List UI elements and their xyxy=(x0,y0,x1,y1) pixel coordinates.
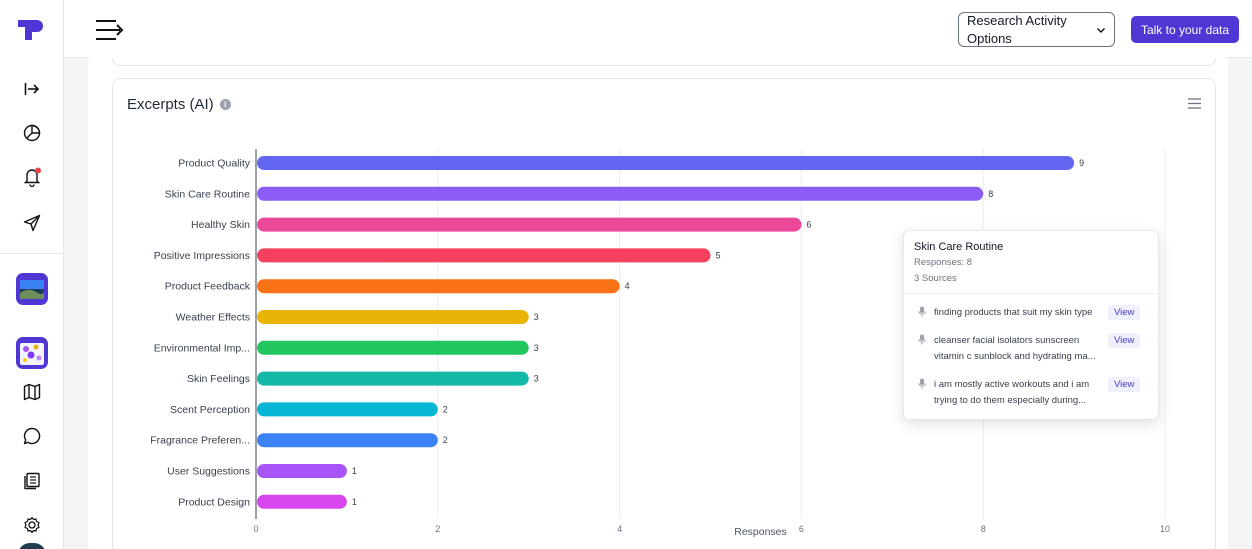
bar xyxy=(257,248,711,263)
chevron-down-icon xyxy=(1097,28,1105,33)
value-label: 2 xyxy=(443,404,448,414)
excerpt-line: cleanser facial isolators sunscreen xyxy=(934,335,1080,346)
value-label: 5 xyxy=(716,250,721,260)
notification-dot xyxy=(35,167,41,174)
x-tick-label: 8 xyxy=(981,524,986,534)
excerpt-text: i am mostly active workouts and i am try… xyxy=(934,377,1102,409)
bell-icon[interactable] xyxy=(20,165,44,189)
value-label: 4 xyxy=(625,281,630,291)
brand-logo[interactable] xyxy=(18,18,44,40)
excerpts-bar-chart: 0 2 4 6 8 10 Responses Product Quality 9 Skin Car… xyxy=(150,149,1170,538)
research-activity-select[interactable]: Research Activity Options xyxy=(958,12,1115,47)
bar xyxy=(257,340,529,355)
category-label: Positive Impressions xyxy=(154,250,250,262)
project-thumbnail-2[interactable] xyxy=(16,337,48,369)
excerpt-text: finding products that suit my skin type xyxy=(934,305,1102,321)
card-title: Excerpts (AI) i xyxy=(127,96,231,113)
main-content: Excerpts (AI) i 0 2 4 6 8 10 Responses Product … xyxy=(64,54,1252,549)
category-label: Skin Feelings xyxy=(187,373,250,385)
x-tick-label: 2 xyxy=(435,524,440,534)
tooltip-responses: Responses: 8 xyxy=(914,257,973,268)
sidebar-divider xyxy=(0,253,64,254)
category-label: Healthy Skin xyxy=(191,219,250,231)
excerpt-line: vitamin c sunblock and hydrating ma... xyxy=(934,351,1096,362)
microphone-icon xyxy=(918,334,926,345)
tooltip-header: Skin Care Routine Responses: 8 3 Sources xyxy=(904,231,1158,294)
card-title-text: Excerpts (AI) xyxy=(127,96,214,113)
category-label: Product Feedback xyxy=(165,281,251,293)
document-stack-icon[interactable] xyxy=(20,469,44,493)
value-label: 6 xyxy=(806,220,811,230)
value-label: 1 xyxy=(352,466,357,476)
value-label: 1 xyxy=(352,497,357,507)
bar xyxy=(257,464,347,478)
value-label: 3 xyxy=(534,312,539,322)
bar xyxy=(257,217,802,232)
value-label: 8 xyxy=(988,189,993,199)
talk-to-your-data-button[interactable]: Talk to your data xyxy=(1131,16,1239,43)
excerpt-text: cleanser facial isolators sunscreen vita… xyxy=(934,333,1102,365)
arrow-right-bar-icon[interactable] xyxy=(20,77,44,101)
value-label: 3 xyxy=(534,343,539,353)
category-label: User Suggestions xyxy=(167,466,250,478)
x-tick-label: 10 xyxy=(1160,524,1170,534)
chart-menu-icon[interactable] xyxy=(1188,98,1201,109)
view-button[interactable]: View xyxy=(1108,377,1141,392)
excerpt-line: i am mostly active workouts and i am xyxy=(934,379,1090,390)
send-icon[interactable] xyxy=(20,211,44,235)
sidebar xyxy=(0,0,64,549)
bar xyxy=(257,371,529,386)
category-label: Product Design xyxy=(178,496,250,508)
bar xyxy=(257,186,984,201)
bar xyxy=(257,156,1075,170)
tooltip-sources: 3 Sources xyxy=(914,273,957,284)
settings-gear-icon[interactable] xyxy=(20,513,44,537)
x-axis-title: Responses xyxy=(734,526,787,538)
excerpt-line: trying to do them especially during... xyxy=(934,395,1087,406)
microphone-icon xyxy=(918,306,926,317)
bar xyxy=(257,310,529,324)
microphone-icon xyxy=(918,378,926,389)
top-bar: Research Activity Options Talk to your d… xyxy=(64,0,1252,58)
x-tick-label: 4 xyxy=(617,524,622,534)
user-avatar[interactable] xyxy=(18,543,46,549)
value-label: 2 xyxy=(443,435,448,445)
category-label: Skin Care Routine xyxy=(165,188,250,200)
bar xyxy=(257,402,438,417)
bar xyxy=(257,433,438,448)
tooltip-excerpt: i am mostly active workouts and i am try… xyxy=(918,377,1150,409)
category-label: Fragrance Preferen... xyxy=(150,435,250,447)
select-value: Research Activity Options xyxy=(967,12,1067,46)
bar xyxy=(257,279,620,294)
chat-bubble-icon[interactable] xyxy=(20,424,44,448)
tooltip-title: Skin Care Routine xyxy=(914,241,1004,253)
info-icon[interactable]: i xyxy=(219,99,231,110)
tooltip-excerpt: finding products that suit my skin type … xyxy=(918,305,1150,321)
value-label: 9 xyxy=(1079,158,1084,168)
value-label: 3 xyxy=(534,374,539,384)
excerpt-line: finding products that suit my skin type xyxy=(934,307,1093,318)
bar-tooltip: Skin Care Routine Responses: 8 3 Sources… xyxy=(903,230,1159,420)
tooltip-excerpt: cleanser facial isolators sunscreen vita… xyxy=(918,333,1150,365)
menu-collapse-icon[interactable] xyxy=(94,17,126,43)
previous-card-edge xyxy=(112,58,1216,66)
bar xyxy=(257,494,347,509)
category-label: Scent Perception xyxy=(170,404,250,416)
map-icon[interactable] xyxy=(20,380,44,404)
category-label: Weather Effects xyxy=(176,312,250,324)
excerpts-chart-card: Excerpts (AI) i 0 2 4 6 8 10 Responses Product … xyxy=(112,78,1216,549)
chart-pie-icon[interactable] xyxy=(20,121,44,145)
view-button[interactable]: View xyxy=(1108,333,1141,348)
x-tick-label: 6 xyxy=(799,524,804,534)
category-label: Environmental Imp... xyxy=(154,342,250,354)
x-tick-label: 0 xyxy=(253,524,258,534)
category-label: Product Quality xyxy=(178,158,251,170)
view-button[interactable]: View xyxy=(1108,305,1141,320)
project-thumbnail-1[interactable] xyxy=(16,273,48,305)
